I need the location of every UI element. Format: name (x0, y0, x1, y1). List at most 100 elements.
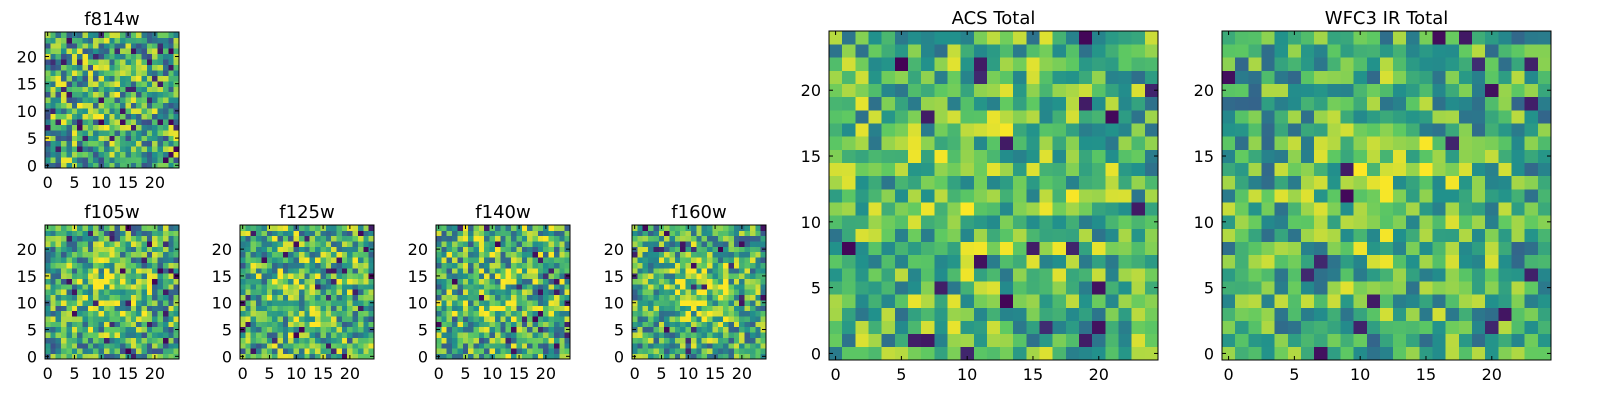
heatmap-cell (1366, 109, 1381, 124)
heatmap-cell (1039, 320, 1054, 335)
heatmap-cell (368, 310, 375, 317)
heatmap-cell (829, 123, 843, 137)
heatmap-cell (45, 151, 51, 158)
heatmap-cell (894, 267, 909, 282)
heatmap-cell (553, 262, 560, 269)
heatmap-cell (103, 119, 110, 125)
heatmap-cell (157, 278, 164, 285)
heatmap-cell (521, 326, 528, 333)
heatmap-cell (1039, 241, 1054, 256)
heatmap-cell (1065, 83, 1080, 98)
heatmap-cell (452, 310, 458, 317)
heatmap-cell (325, 316, 332, 322)
heatmap-cell (553, 225, 560, 231)
heatmap-cell (82, 140, 89, 147)
heatmap-cell (61, 129, 67, 136)
heatmap-cell (352, 278, 359, 285)
heatmap-cell (1498, 83, 1512, 98)
heatmap-cell (109, 140, 116, 147)
heatmap-cell (1026, 320, 1040, 335)
heatmap-cell (1419, 228, 1433, 242)
heatmap-cell (548, 278, 555, 285)
heatmap-cell (637, 262, 644, 269)
heatmap-cell (77, 241, 83, 247)
heatmap-cell (341, 235, 348, 242)
heatmap-cell (1222, 241, 1236, 256)
heatmap-cell (986, 333, 1001, 348)
heatmap-cell (272, 273, 278, 279)
heatmap-cell (331, 230, 337, 237)
heatmap-cell (103, 75, 110, 82)
heatmap-cell (114, 316, 121, 322)
heatmap-cell (136, 235, 142, 242)
heatmap-cell (1092, 228, 1106, 242)
heatmap-cell (298, 246, 305, 253)
heatmap-cell (894, 333, 909, 348)
heatmap-cell (1000, 267, 1014, 282)
heatmap-cell (457, 241, 464, 247)
heatmap-cell (728, 283, 735, 290)
heatmap-cell (1092, 188, 1106, 203)
heatmap-cell (103, 32, 110, 38)
heatmap-cell (341, 348, 348, 355)
heatmap-cell (907, 162, 922, 177)
heatmap-cell (50, 257, 57, 263)
heatmap-cell (130, 102, 137, 109)
heatmap-cell (881, 281, 896, 295)
heatmap-cell (77, 102, 83, 109)
heatmap-cell (1144, 267, 1159, 282)
heatmap-cell (947, 281, 961, 295)
heatmap-cell (152, 310, 158, 317)
heatmap-cell (1419, 31, 1433, 45)
heatmap-cell (1406, 294, 1420, 308)
x-tick-label: 0 (238, 364, 248, 383)
heatmap-cell (696, 321, 703, 328)
heatmap-cell (1511, 70, 1526, 85)
heatmap-cell (500, 241, 507, 247)
heatmap-cell (256, 337, 262, 344)
heatmap-cell (521, 273, 528, 279)
heatmap-cell (669, 262, 676, 269)
heatmap-cell (1393, 346, 1407, 361)
heatmap-cell (842, 188, 856, 203)
heatmap-cell (98, 278, 105, 285)
heatmap-cell (1327, 228, 1341, 242)
heatmap-cell (685, 310, 692, 317)
heatmap-cell (701, 235, 708, 242)
heatmap-cell (304, 310, 311, 317)
heatmap-cell (881, 83, 896, 98)
y-tick-label: 15 (801, 147, 821, 166)
heatmap-cell (141, 241, 148, 247)
heatmap-cell (728, 230, 735, 237)
heatmap-cell (473, 321, 480, 328)
heatmap-cell (973, 123, 988, 137)
heatmap-cell (1458, 294, 1473, 308)
heatmap-cell (829, 70, 843, 85)
heatmap-cell (136, 251, 142, 258)
heatmap-cell (45, 257, 51, 263)
heatmap-cell (93, 146, 99, 153)
heatmap-cell (484, 278, 490, 285)
heatmap-cell (1052, 149, 1067, 163)
heatmap-cell (152, 113, 158, 120)
heatmap-cell (352, 342, 359, 349)
heatmap-cell (548, 289, 555, 296)
heatmap-cell (66, 246, 73, 253)
heatmap-cell (61, 151, 67, 158)
heatmap-cell (1472, 31, 1486, 45)
heatmap-cell (532, 230, 539, 237)
heatmap-cell (1261, 188, 1276, 203)
heatmap-cell (130, 157, 137, 163)
heatmap-cell (1013, 333, 1027, 348)
heatmap-cell (357, 342, 364, 349)
heatmap-cell (1432, 175, 1447, 190)
heatmap-cell (146, 59, 153, 66)
heatmap-cell (921, 188, 935, 203)
heatmap-cell (516, 289, 523, 296)
heatmap-cell (894, 162, 909, 177)
heatmap-cell (1131, 333, 1146, 348)
heatmap-cell (130, 246, 137, 253)
heatmap-cell (658, 273, 665, 279)
heatmap-cell (1079, 57, 1093, 71)
heatmap-cell (298, 326, 305, 333)
